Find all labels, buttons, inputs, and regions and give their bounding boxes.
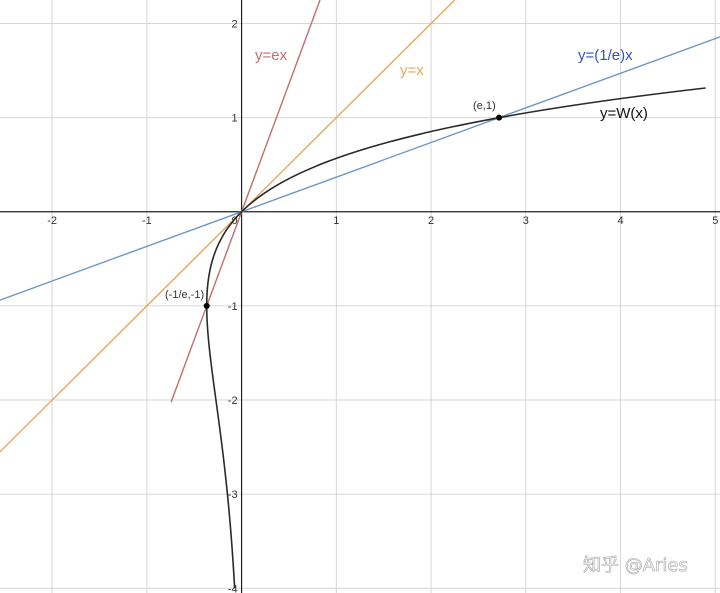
line-y-x: [0, 0, 456, 453]
y-tick-label: -2: [228, 395, 238, 407]
point-e-1: [496, 114, 503, 121]
y-tick-label: -4: [228, 583, 238, 593]
point-label-neg-inv-e: (-1/e,-1): [165, 289, 204, 301]
x-tick-label: -1: [142, 215, 152, 227]
x-tick-label: 2: [428, 215, 434, 227]
watermark: 知乎 @Aries: [583, 555, 688, 576]
label-y-ex: y=ex: [255, 47, 288, 64]
line-y-ex: [170, 0, 321, 403]
label-y-x: y=x: [400, 62, 424, 79]
x-tick-label: 3: [523, 215, 529, 227]
y-tick-label: 2: [231, 19, 237, 31]
x-tick-label: 1: [333, 215, 339, 227]
marked-points: [203, 114, 503, 309]
tick-labels: -2 -1 1 2 3 4 5 2 1 -1 -2 -3 -4 0: [47, 19, 718, 593]
label-y-x-over-e: y=(1/e)x: [578, 47, 633, 64]
x-tick-label: -2: [47, 215, 57, 227]
y-tick-label: -3: [228, 489, 238, 501]
line-y-x-over-e: [0, 36, 720, 301]
y-tick-label: 1: [231, 113, 237, 125]
y-tick-label: -1: [228, 301, 238, 313]
point-label-e-1: (e,1): [473, 100, 496, 112]
x-tick-label: 5: [712, 215, 718, 227]
label-y-lambert-w: y=W(x): [600, 105, 648, 122]
point-neg-inv-e-neg-1: [203, 302, 210, 309]
origin-label: 0: [231, 215, 237, 227]
x-tick-label: 4: [617, 215, 623, 227]
curve-lambert-w: [205, 87, 706, 589]
